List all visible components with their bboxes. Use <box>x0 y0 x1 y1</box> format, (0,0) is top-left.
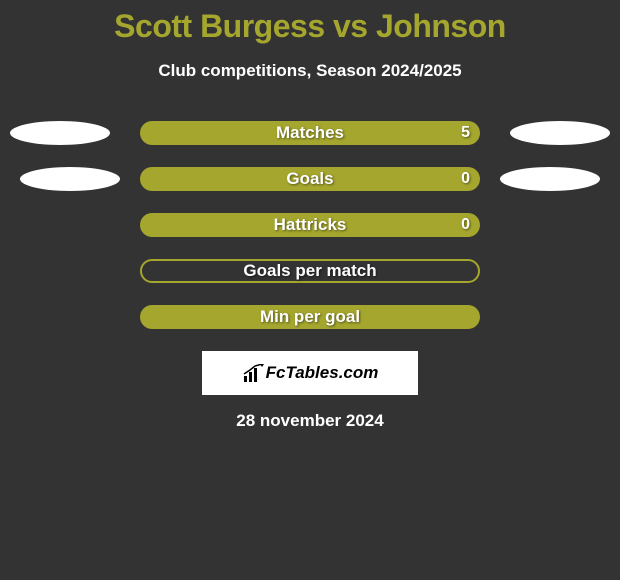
player-right-marker <box>510 121 610 145</box>
stat-row-min-per-goal: Min per goal <box>0 305 620 329</box>
stat-label: Goals <box>286 169 333 189</box>
stat-row-goals: Goals 0 <box>0 167 620 191</box>
logo-box: FcTables.com <box>202 351 418 395</box>
player-left-marker <box>10 121 110 145</box>
stat-label: Hattricks <box>274 215 347 235</box>
logo-content: FcTables.com <box>242 363 379 383</box>
date-text: 28 november 2024 <box>0 411 620 431</box>
stat-bar-matches: Matches 5 <box>140 121 480 145</box>
stat-bar-hattricks: Hattricks 0 <box>140 213 480 237</box>
stat-row-hattricks: Hattricks 0 <box>0 213 620 237</box>
stat-label: Matches <box>276 123 344 143</box>
stat-row-goals-per-match: Goals per match <box>0 259 620 283</box>
comparison-subtitle: Club competitions, Season 2024/2025 <box>0 61 620 81</box>
stats-area: Matches 5 Goals 0 Hattricks 0 Goals per … <box>0 121 620 329</box>
stat-bar-goals-per-match: Goals per match <box>140 259 480 283</box>
player-left-marker <box>20 167 120 191</box>
stat-value-right: 5 <box>461 124 470 142</box>
comparison-title: Scott Burgess vs Johnson <box>0 8 620 45</box>
stat-bar-min-per-goal: Min per goal <box>140 305 480 329</box>
chart-icon <box>242 364 264 382</box>
stat-value-right: 0 <box>461 170 470 188</box>
stat-label: Min per goal <box>260 307 360 327</box>
stat-bar-goals: Goals 0 <box>140 167 480 191</box>
logo-text: FcTables.com <box>266 363 379 383</box>
stat-row-matches: Matches 5 <box>0 121 620 145</box>
player-right-marker <box>500 167 600 191</box>
stat-value-right: 0 <box>461 216 470 234</box>
main-container: Scott Burgess vs Johnson Club competitio… <box>0 0 620 431</box>
stat-label: Goals per match <box>243 261 376 281</box>
